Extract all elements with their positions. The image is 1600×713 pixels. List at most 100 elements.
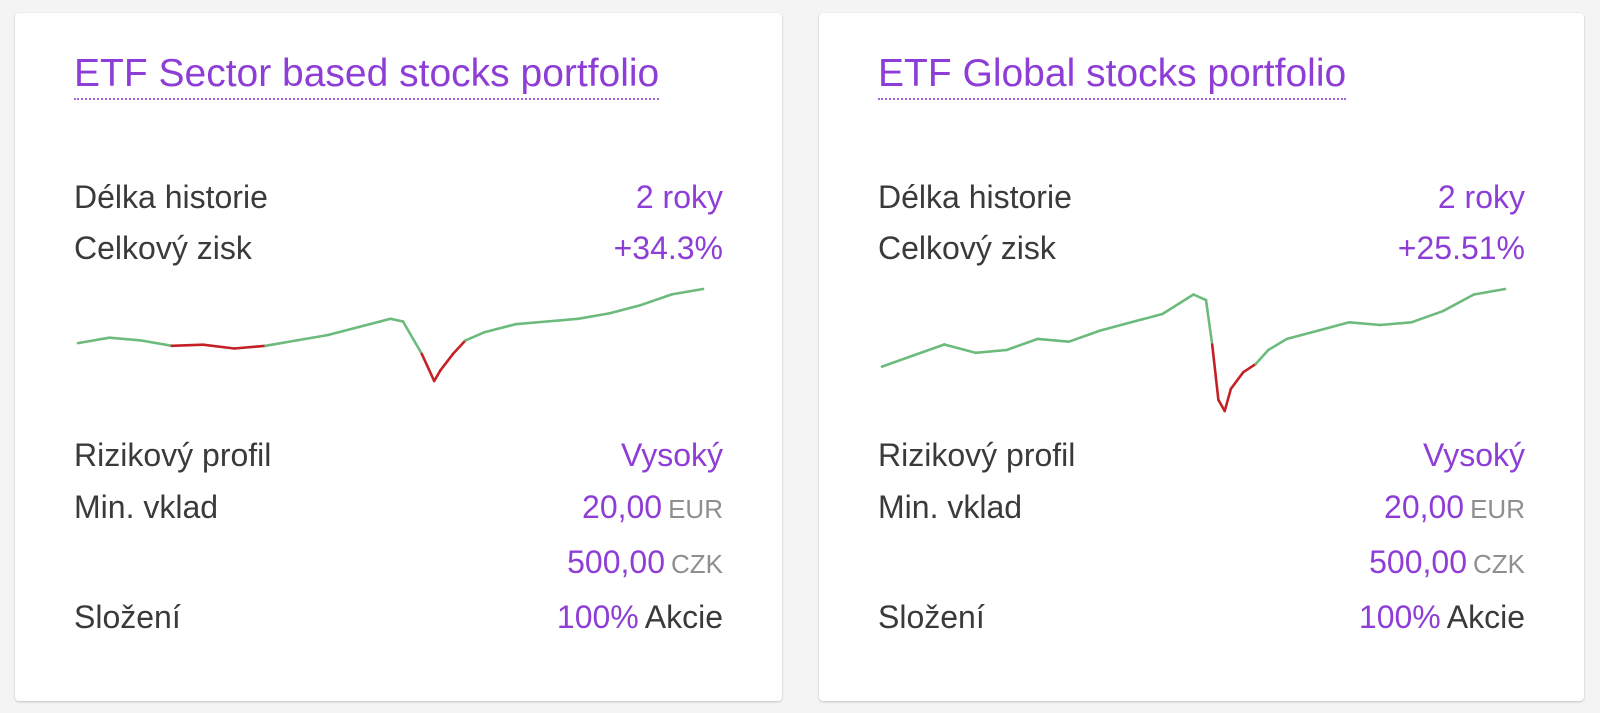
composition-percent: 100% <box>556 599 639 635</box>
chart-line-segment <box>1316 321 1351 332</box>
min-deposit-eur: 20,00 EUR <box>1384 486 1525 530</box>
min-deposit-label: Min. vklad <box>878 489 1023 525</box>
risk-value: Vysoký <box>1423 437 1525 473</box>
performance-chart <box>880 287 1507 413</box>
chart-line-segment <box>420 352 436 383</box>
min-deposit-eur: 20,00 EUR <box>582 486 723 530</box>
history-row: Délka historie 2 roky <box>878 176 1525 218</box>
chart-line-segment <box>451 339 467 356</box>
chart-line-segment <box>1161 293 1195 316</box>
chart-line-segment <box>483 322 517 334</box>
chart-line-segment <box>911 343 946 357</box>
min-deposit-row: Min. vklad 20,00 EUR <box>74 486 723 528</box>
min-deposit-row: Min. vklad 20,00 EUR <box>878 486 1525 528</box>
chart-line-segment <box>1285 329 1320 341</box>
chart-line-segment <box>1472 287 1507 296</box>
currency-czk: CZK <box>671 549 723 579</box>
risk-row: Rizikový profil Vysoký <box>74 434 723 476</box>
risk-label: Rizikový profil <box>878 437 1076 473</box>
history-label: Délka historie <box>74 179 268 215</box>
portfolio-title-link[interactable]: ETF Sector based stocks portfolio <box>74 51 660 100</box>
history-row: Délka historie 2 roky <box>74 176 723 218</box>
chart-line-segment <box>639 293 674 307</box>
chart-line-segment <box>1098 321 1133 332</box>
risk-label: Rizikový profil <box>74 437 272 473</box>
chart-line-segment <box>545 317 580 323</box>
min-deposit-eur-amount: 20,00 <box>1384 489 1465 525</box>
chart-line-segment <box>170 343 205 348</box>
chart-line-segment <box>1217 398 1226 413</box>
profit-value: +34.3% <box>613 230 723 266</box>
chart-line-segment <box>76 336 111 345</box>
composition-row: Složení 100% Akcie <box>878 596 1525 638</box>
chart-line-segment <box>464 331 486 342</box>
performance-chart <box>76 287 705 383</box>
portfolio-title-link[interactable]: ETF Global stocks portfolio <box>878 51 1347 100</box>
risk-row: Rizikový profil Vysoký <box>878 434 1525 476</box>
chart-line-segment <box>514 320 549 326</box>
chart-line-segment <box>389 317 405 323</box>
chart-line-segment <box>1229 370 1245 391</box>
history-value: 2 roky <box>635 179 723 215</box>
chart-line-segment <box>576 312 611 321</box>
history-label: Délka historie <box>878 179 1072 215</box>
min-deposit-label: Min. vklad <box>74 489 219 525</box>
chart-line-segment <box>1204 298 1214 346</box>
chart-line-segment <box>1254 348 1270 366</box>
min-deposit-czk-row: 500,00 CZK <box>74 541 723 583</box>
chart-line-segment <box>1192 293 1208 302</box>
chart-line-segment <box>880 354 915 368</box>
composition-value: 100% Akcie <box>1359 596 1525 638</box>
composition-percent: 100% <box>1358 599 1441 635</box>
min-deposit-czk-amount: 500,00 <box>1369 544 1467 580</box>
profit-label: Celkový zisk <box>878 230 1056 266</box>
chart-line-segment <box>943 343 977 355</box>
composition-value: 100% Akcie <box>557 596 723 638</box>
chart-line-segment <box>974 348 1008 355</box>
profit-row: Celkový zisk +34.3% <box>74 227 723 269</box>
chart-line-segment <box>1242 362 1258 374</box>
composition-label: Složení <box>74 599 181 635</box>
currency-eur: EUR <box>668 494 723 524</box>
chart-line-segment <box>1129 312 1164 324</box>
profit-row: Celkový zisk +25.51% <box>878 227 1525 269</box>
chart-line-segment <box>295 333 330 342</box>
portfolio-card-global[interactable]: ETF Global stocks portfolio Délka histor… <box>819 13 1584 701</box>
min-deposit-eur-amount: 20,00 <box>582 489 663 525</box>
chart-line-segment <box>608 303 642 315</box>
chart-line-segment <box>1223 387 1233 413</box>
chart-line-segment <box>139 339 174 348</box>
chart-line-segment <box>1067 329 1102 343</box>
profit-label: Celkový zisk <box>74 230 252 266</box>
min-deposit-czk-amount: 500,00 <box>567 544 665 580</box>
chart-line-segment <box>432 368 442 383</box>
chart-line-segment <box>670 287 705 296</box>
chart-line-segment <box>1005 337 1040 352</box>
composition-kind: Akcie <box>644 599 723 635</box>
chart-line-segment <box>233 344 267 350</box>
composition-label: Složení <box>878 599 985 635</box>
composition-kind: Akcie <box>1446 599 1525 635</box>
risk-value: Vysoký <box>621 437 723 473</box>
chart-line-segment <box>1210 343 1220 402</box>
min-deposit-czk: 500,00 CZK <box>567 541 723 585</box>
chart-line-segment <box>1348 321 1382 327</box>
profit-value: +25.51% <box>1397 230 1525 266</box>
composition-row: Složení 100% Akcie <box>74 596 723 638</box>
history-value: 2 roky <box>1437 179 1525 215</box>
chart-line-segment <box>439 352 455 372</box>
min-deposit-czk-row: 500,00 CZK <box>878 541 1525 583</box>
chart-line-segment <box>1267 337 1289 352</box>
chart-line-segment <box>201 343 236 350</box>
portfolio-card-sector[interactable]: ETF Sector based stocks portfolio Délka … <box>15 13 782 701</box>
min-deposit-czk: 500,00 CZK <box>1369 541 1525 585</box>
chart-line-segment <box>401 320 424 356</box>
chart-line-segment <box>1410 309 1444 324</box>
currency-czk: CZK <box>1473 549 1525 579</box>
chart-line-segment <box>326 325 361 337</box>
chart-line-segment <box>108 336 142 342</box>
currency-eur: EUR <box>1470 494 1525 524</box>
chart-line-segment <box>1441 293 1476 313</box>
chart-line-segment <box>1379 321 1413 327</box>
